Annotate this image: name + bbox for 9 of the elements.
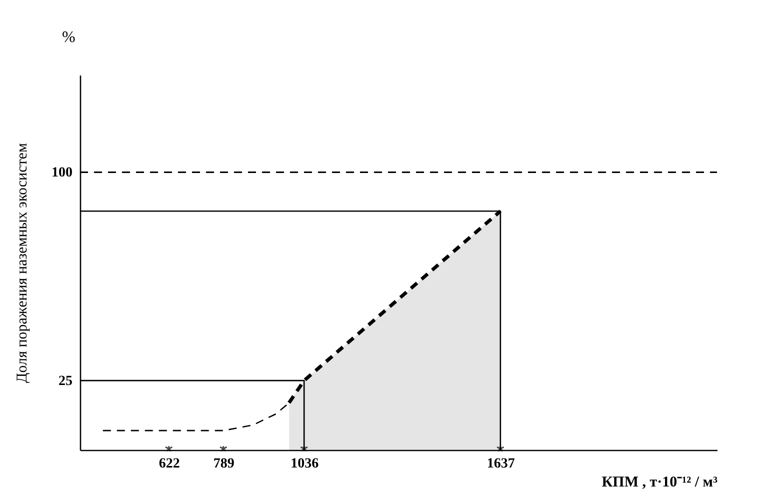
x-tick-label: 1637 bbox=[486, 456, 515, 472]
x-tick-label: 789 bbox=[213, 456, 234, 472]
x-tick-label: 622 bbox=[158, 456, 180, 472]
text: % bbox=[62, 29, 76, 46]
y-tick-label: 25 bbox=[58, 374, 72, 390]
x-axis-title: КПМ , т·10⁻¹² / м³ bbox=[602, 474, 718, 490]
x-tick-label: 1036 bbox=[290, 456, 319, 472]
y-tick-label: 100 bbox=[52, 166, 72, 181]
y-axis-title: Доля поражения наземных экосистем bbox=[14, 142, 30, 383]
